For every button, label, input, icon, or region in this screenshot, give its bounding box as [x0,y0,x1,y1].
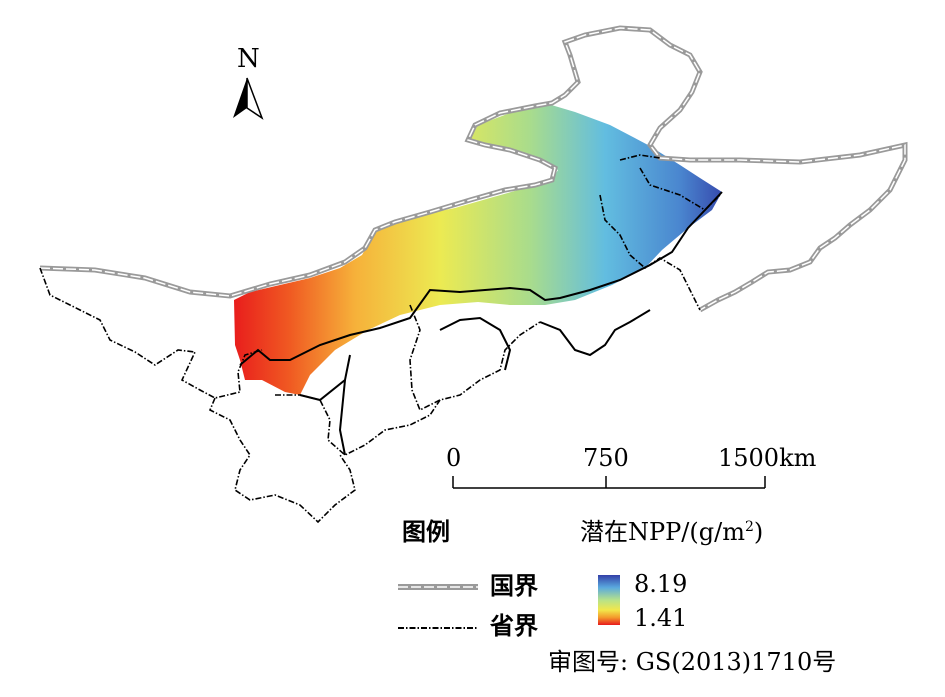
npp-legend-title: 潜在NPP/(g/m2) [580,518,764,546]
approval-number: 审图号: GS(2013)1710号 [548,648,837,676]
scale-tick-1500km: 1500km [718,444,817,472]
region-outline [239,191,723,456]
scale-bar [452,476,766,489]
legend-title: 图例 [402,518,450,546]
national-border-inner [39,27,906,311]
scale-tick-750: 750 [583,444,629,472]
ramp-max-value: 8.19 [634,570,688,598]
legend-national-border-label: 国界 [490,572,538,600]
north-arrow-icon [233,77,264,120]
legend-provincial-border-label: 省界 [490,612,538,640]
npp-color-ramp [598,575,620,625]
north-label: N [237,44,260,74]
scale-tick-0: 0 [446,444,462,472]
ramp-min-value: 1.41 [634,604,688,632]
npp-raster [234,104,722,395]
